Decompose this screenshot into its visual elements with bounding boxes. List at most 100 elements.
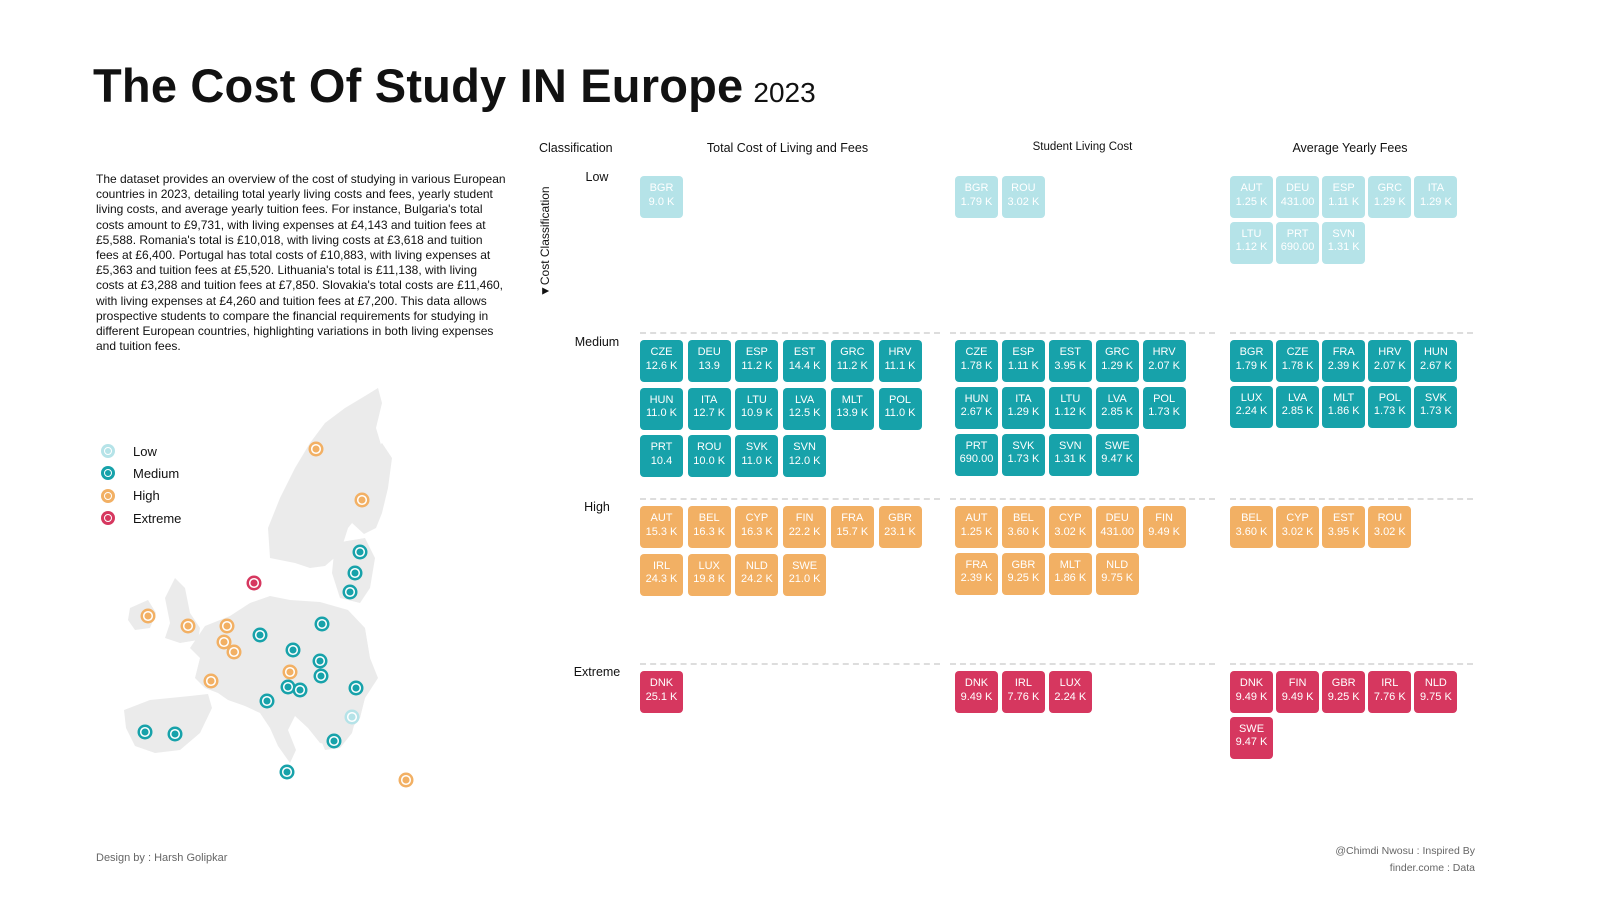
- tile-pol[interactable]: POL 1.73 K: [1142, 386, 1186, 429]
- tile-dnk[interactable]: DNK 9.49 K: [955, 671, 998, 713]
- tile-ltu[interactable]: LTU 1.12 K: [1230, 221, 1273, 264]
- tile-rou[interactable]: ROU 10.0 K: [687, 435, 731, 478]
- map-point-lux[interactable]: [226, 644, 242, 660]
- map-point-ita[interactable]: [259, 693, 275, 709]
- tile-grc[interactable]: GRC 11.2 K: [830, 340, 874, 382]
- map-point-bgr[interactable]: [344, 709, 360, 725]
- map-point-dnk[interactable]: [246, 575, 262, 591]
- tile-lux[interactable]: LUX 2.24 K: [1048, 671, 1092, 713]
- tile-fin[interactable]: FIN 9.49 K: [1142, 506, 1186, 548]
- tile-lva[interactable]: LVA 2.85 K: [1095, 386, 1139, 429]
- tile-bgr[interactable]: BGR 1.79 K: [955, 176, 998, 218]
- tile-swe[interactable]: SWE 9.47 K: [1230, 716, 1273, 759]
- tile-lux[interactable]: LUX 2.24 K: [1230, 385, 1273, 428]
- tile-svn[interactable]: SVN 12.0 K: [783, 435, 827, 478]
- tile-prt[interactable]: PRT 690.00: [1276, 221, 1320, 264]
- tile-nld[interactable]: NLD 9.75 K: [1414, 671, 1458, 713]
- tile-svk[interactable]: SVK 1.73 K: [1414, 385, 1458, 428]
- tile-grc[interactable]: GRC 1.29 K: [1095, 340, 1139, 382]
- tile-hun[interactable]: HUN 11.0 K: [640, 387, 683, 430]
- tile-deu[interactable]: DEU 431.00: [1095, 506, 1139, 548]
- tile-esp[interactable]: ESP 1.11 K: [1322, 176, 1366, 218]
- tile-mlt[interactable]: MLT 1.86 K: [1322, 385, 1366, 428]
- tile-aut[interactable]: AUT 1.25 K: [955, 506, 998, 548]
- tile-cyp[interactable]: CYP 16.3 K: [735, 506, 779, 548]
- tile-esp[interactable]: ESP 11.2 K: [735, 340, 779, 382]
- tile-swe[interactable]: SWE 21.0 K: [783, 553, 827, 596]
- map-point-svn[interactable]: [280, 679, 296, 695]
- tile-bgr[interactable]: BGR 1.79 K: [1230, 340, 1273, 382]
- tile-gbr[interactable]: GBR 23.1 K: [878, 506, 922, 548]
- tile-fra[interactable]: FRA 2.39 K: [955, 552, 998, 595]
- tile-bel[interactable]: BEL 16.3 K: [687, 506, 731, 548]
- tile-cze[interactable]: CZE 1.78 K: [1276, 340, 1320, 382]
- tile-aut[interactable]: AUT 1.25 K: [1230, 176, 1273, 218]
- tile-nld[interactable]: NLD 24.2 K: [735, 553, 779, 596]
- tile-dnk[interactable]: DNK 9.49 K: [1230, 671, 1273, 713]
- tile-mlt[interactable]: MLT 13.9 K: [830, 387, 874, 430]
- tile-mlt[interactable]: MLT 1.86 K: [1048, 552, 1092, 595]
- tile-cyp[interactable]: CYP 3.02 K: [1276, 506, 1320, 548]
- map-point-pol[interactable]: [314, 616, 330, 632]
- map-point-hun[interactable]: [313, 668, 329, 684]
- map-point-grc[interactable]: [326, 733, 342, 749]
- tile-svk[interactable]: SVK 1.73 K: [1001, 433, 1045, 476]
- tile-svn[interactable]: SVN 1.31 K: [1322, 221, 1366, 264]
- tile-cyp[interactable]: CYP 3.02 K: [1048, 506, 1092, 548]
- tile-ita[interactable]: ITA 12.7 K: [687, 387, 731, 430]
- tile-bgr[interactable]: BGR 9.0 K: [640, 176, 683, 218]
- map-point-cyp[interactable]: [398, 772, 414, 788]
- tile-gbr[interactable]: GBR 9.25 K: [1322, 671, 1366, 713]
- tile-fra[interactable]: FRA 2.39 K: [1322, 340, 1366, 382]
- tile-fin[interactable]: FIN 9.49 K: [1276, 671, 1320, 713]
- tile-irl[interactable]: IRL 7.76 K: [1368, 671, 1412, 713]
- tile-est[interactable]: EST 3.95 K: [1322, 506, 1366, 548]
- tile-irl[interactable]: IRL 7.76 K: [1001, 671, 1045, 713]
- tile-rou[interactable]: ROU 3.02 K: [1001, 176, 1045, 218]
- map-point-ltu[interactable]: [342, 584, 358, 600]
- tile-cze[interactable]: CZE 1.78 K: [955, 340, 998, 382]
- tile-hrv[interactable]: HRV 2.07 K: [1368, 340, 1412, 382]
- tile-ltu[interactable]: LTU 1.12 K: [1048, 386, 1092, 429]
- map-point-mlt[interactable]: [279, 764, 295, 780]
- tile-hrv[interactable]: HRV 11.1 K: [878, 340, 922, 382]
- tile-hrv[interactable]: HRV 2.07 K: [1142, 340, 1186, 382]
- map-point-prt[interactable]: [137, 724, 153, 740]
- map-point-rou[interactable]: [348, 680, 364, 696]
- tile-prt[interactable]: PRT 690.00: [955, 433, 998, 476]
- map-point-fin[interactable]: [308, 441, 324, 457]
- tile-ita[interactable]: ITA 1.29 K: [1001, 386, 1045, 429]
- map-point-irl[interactable]: [140, 608, 156, 624]
- tile-swe[interactable]: SWE 9.47 K: [1095, 433, 1139, 476]
- tile-svk[interactable]: SVK 11.0 K: [735, 435, 779, 478]
- tile-lux[interactable]: LUX 19.8 K: [687, 553, 731, 596]
- tile-prt[interactable]: PRT 10.4: [640, 435, 683, 478]
- tile-nld[interactable]: NLD 9.75 K: [1095, 552, 1139, 595]
- tile-est[interactable]: EST 14.4 K: [783, 340, 827, 382]
- tile-lva[interactable]: LVA 12.5 K: [783, 387, 827, 430]
- tile-hun[interactable]: HUN 2.67 K: [1414, 340, 1458, 382]
- map-point-est[interactable]: [352, 544, 368, 560]
- tile-cze[interactable]: CZE 12.6 K: [640, 340, 683, 382]
- map-point-cze[interactable]: [285, 642, 301, 658]
- map-point-gbr[interactable]: [180, 618, 196, 634]
- tile-fin[interactable]: FIN 22.2 K: [783, 506, 827, 548]
- map-point-deu[interactable]: [252, 627, 268, 643]
- map-point-fra[interactable]: [203, 673, 219, 689]
- tile-ita[interactable]: ITA 1.29 K: [1414, 176, 1458, 218]
- tile-ltu[interactable]: LTU 10.9 K: [735, 387, 779, 430]
- tile-gbr[interactable]: GBR 9.25 K: [1001, 552, 1045, 595]
- map-point-nld[interactable]: [219, 618, 235, 634]
- map-point-hrv[interactable]: [292, 682, 308, 698]
- tile-deu[interactable]: DEU 13.9: [687, 340, 731, 382]
- tile-hun[interactable]: HUN 2.67 K: [955, 386, 998, 429]
- tile-deu[interactable]: DEU 431.00: [1276, 176, 1320, 218]
- tile-pol[interactable]: POL 1.73 K: [1368, 385, 1412, 428]
- tile-rou[interactable]: ROU 3.02 K: [1368, 506, 1412, 548]
- map-point-bel[interactable]: [216, 634, 232, 650]
- map-point-esp[interactable]: [167, 726, 183, 742]
- tile-dnk[interactable]: DNK 25.1 K: [640, 671, 683, 713]
- map-point-lva[interactable]: [347, 565, 363, 581]
- tile-irl[interactable]: IRL 24.3 K: [640, 553, 683, 596]
- tile-esp[interactable]: ESP 1.11 K: [1001, 340, 1045, 382]
